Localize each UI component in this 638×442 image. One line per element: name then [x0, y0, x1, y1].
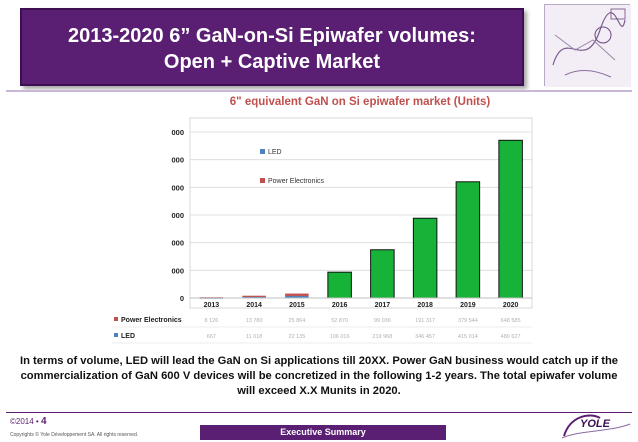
table-row-label: Power Electronics: [121, 317, 182, 324]
data-table: Power Electronics 8 126 13 780 25 864 52 870…: [112, 317, 532, 344]
bar-power-2015: [285, 293, 309, 296]
table-cell: 415 014: [458, 334, 478, 340]
x-category-label: 2013: [204, 302, 220, 309]
decorative-sketch-image: [544, 4, 631, 87]
legend: LED Power Electronics: [260, 149, 325, 185]
table-row-label: LED: [121, 333, 135, 340]
table-cell: 52 870: [331, 318, 348, 324]
table-cell: 25 864: [288, 318, 305, 324]
bar-power-2014: [242, 295, 266, 297]
table-row-swatch: [114, 317, 118, 321]
copyright-label: ©2014 •: [10, 417, 39, 426]
bar-total-2019: [455, 181, 481, 299]
logo-swoosh-icon: [561, 414, 631, 439]
table-cell: 191 317: [415, 318, 435, 324]
y-tick-label: 000: [171, 266, 184, 275]
x-category-label: 2016: [332, 302, 348, 309]
y-tick-label: 000: [171, 239, 184, 248]
y-tick-label: 000: [171, 183, 184, 192]
bar-total-2017: [370, 249, 395, 299]
y-tick-label: 0: [180, 294, 184, 303]
footer-copyright: ©2014 • 4: [10, 416, 47, 427]
table-cell: 346 457: [415, 334, 435, 340]
table-cell: 648 585: [501, 318, 521, 324]
y-tick-label: 000: [171, 156, 184, 165]
epiwafer-chart: 6" equivalent GaN on Si epiwafer market …: [112, 96, 533, 344]
y-tick-label: 000: [171, 211, 184, 220]
table-cell: 11 018: [246, 334, 262, 340]
yole-logo: YOLE: [560, 410, 632, 440]
footer-rights: Copyrights © Yole Développement SA. All …: [10, 432, 139, 438]
table-cell: 13 780: [246, 318, 263, 324]
x-category-label: 2020: [503, 302, 519, 309]
plot-area-frame: [189, 117, 533, 309]
summary-text: In terms of volume, LED will lead the Ga…: [19, 355, 619, 397]
bar-total-2020: [498, 139, 523, 299]
logo-text: YOLE: [580, 418, 610, 430]
legend-label-led: LED: [268, 149, 282, 156]
x-category-label: 2017: [375, 302, 391, 309]
table-cell: 106 016: [330, 334, 350, 340]
legend-label-power-electronics: Power Electronics: [268, 178, 325, 185]
bar-led-2014: [242, 296, 266, 298]
x-category-label: 2018: [417, 302, 433, 309]
legend-swatch-power-electronics: [260, 178, 265, 183]
bars: [199, 139, 523, 299]
x-axis-category-labels: 2013 2014 2015 2016 2017 2018 2019 2020: [190, 297, 532, 309]
x-category-label: 2019: [460, 302, 476, 309]
bar-total-2016: [327, 271, 352, 299]
legend-swatch-led: [260, 149, 265, 154]
table-cell: 8 126: [204, 318, 218, 324]
chart-title: 6" equivalent GaN on Si epiwafer market …: [230, 96, 491, 108]
table-cell: 99 036: [374, 318, 391, 324]
table-row-swatch: [114, 333, 118, 337]
slide-title-banner: 2013-2020 6” GaN-on-Si Epiwafer volumes:…: [20, 8, 524, 86]
bar-led-2015: [285, 295, 309, 298]
table-cell: 379 544: [458, 318, 478, 324]
page-number: 4: [40, 416, 47, 427]
table-cell: 22 135: [288, 334, 305, 340]
slide-title-line-2: Open + Captive Market: [163, 51, 381, 73]
table-cell: 219 968: [372, 334, 392, 340]
header-divider: [6, 90, 632, 92]
x-category-label: 2015: [289, 302, 305, 309]
footer-divider: [6, 412, 632, 413]
slide-title-line-1: 2013-2020 6” GaN-on-Si Epiwafer volumes:: [68, 25, 476, 47]
table-cell: 480 627: [501, 334, 521, 340]
table-cell: 667: [207, 334, 216, 340]
x-category-label: 2014: [246, 302, 262, 309]
bar-total-2018: [412, 217, 438, 299]
sketch-icon: [545, 5, 631, 87]
section-badge: Executive Summary: [200, 425, 446, 440]
y-tick-label: 000: [171, 128, 184, 137]
